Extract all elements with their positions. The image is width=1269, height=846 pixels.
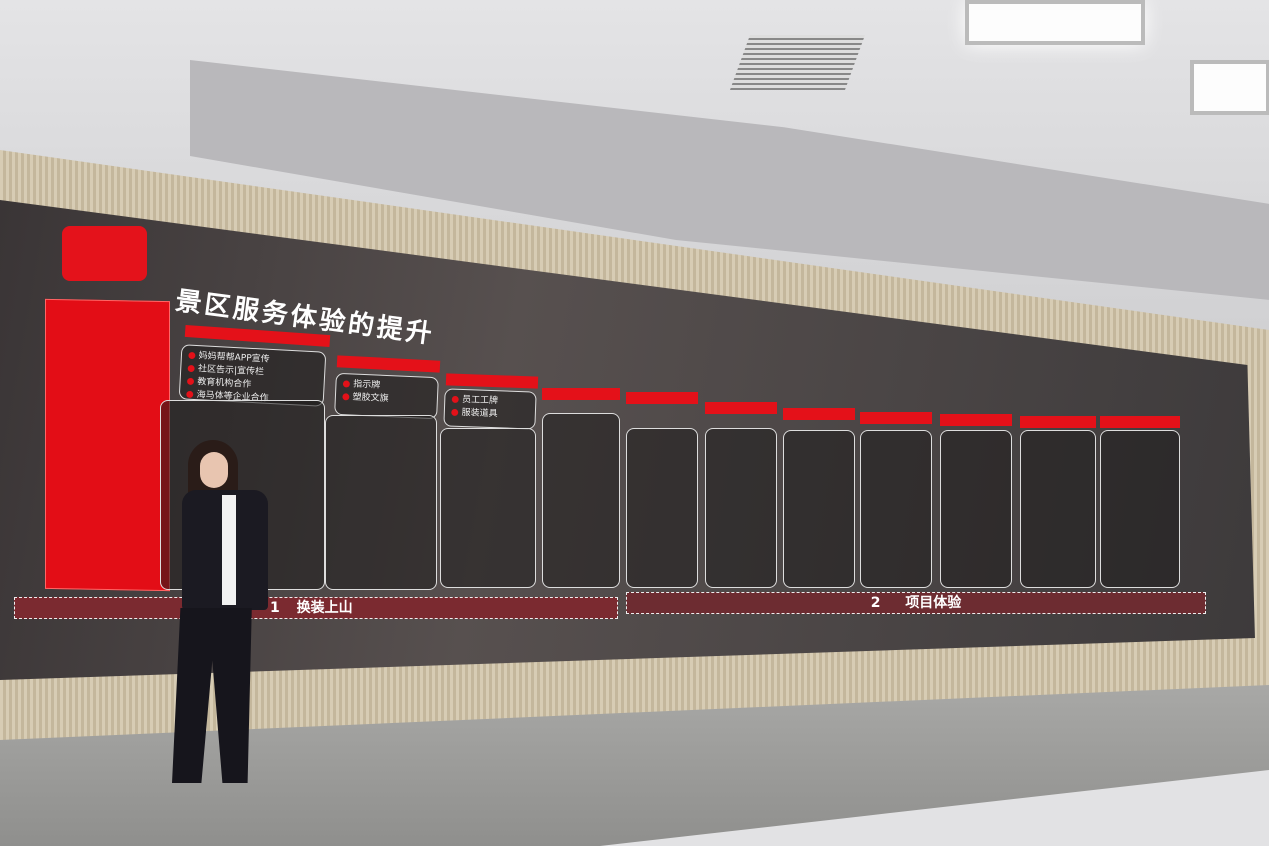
presenter — [170, 440, 270, 790]
info-card — [705, 428, 777, 588]
info-card: 指示牌 塑胶文旗 — [334, 372, 439, 420]
info-card — [1020, 430, 1096, 588]
info-card — [940, 430, 1012, 588]
shirt — [222, 495, 236, 605]
column-header — [626, 392, 698, 404]
column-header — [542, 388, 620, 400]
column-header — [940, 414, 1012, 426]
column-header — [860, 412, 932, 424]
info-card — [440, 428, 536, 588]
card-item: 塑胶文旗 — [342, 391, 431, 408]
info-card: 妈妈帮帮APP宣传 社区告示|宣传栏 教育机构合作 海马体等企业合作 — [178, 344, 327, 407]
info-card — [783, 430, 855, 588]
section-banner-2: 2 项目体验 — [626, 592, 1206, 614]
column-header — [1100, 416, 1180, 428]
info-card — [325, 415, 437, 590]
column-header — [705, 402, 777, 414]
section-label: 项目体验 — [905, 595, 962, 611]
section-banner-1: 1 换装上山 — [14, 597, 618, 619]
air-vent — [729, 35, 866, 90]
column-header — [1020, 416, 1096, 428]
ceiling-light — [1190, 60, 1269, 115]
section-number: 1 — [270, 600, 280, 616]
info-card: 员工工牌 服装道具 — [443, 388, 537, 430]
ceiling-light — [965, 0, 1145, 45]
face — [200, 452, 228, 488]
info-card — [860, 430, 932, 588]
column-header — [783, 408, 855, 420]
section-label: 换装上山 — [296, 600, 353, 616]
section-number: 2 — [870, 595, 881, 611]
logo — [62, 226, 147, 281]
category-column — [45, 298, 170, 592]
card-item: 服装道具 — [451, 407, 529, 423]
info-card — [1100, 430, 1180, 588]
trousers — [172, 608, 252, 783]
card-grid — [540, 388, 1190, 588]
info-card — [626, 428, 698, 588]
info-card — [542, 413, 620, 588]
